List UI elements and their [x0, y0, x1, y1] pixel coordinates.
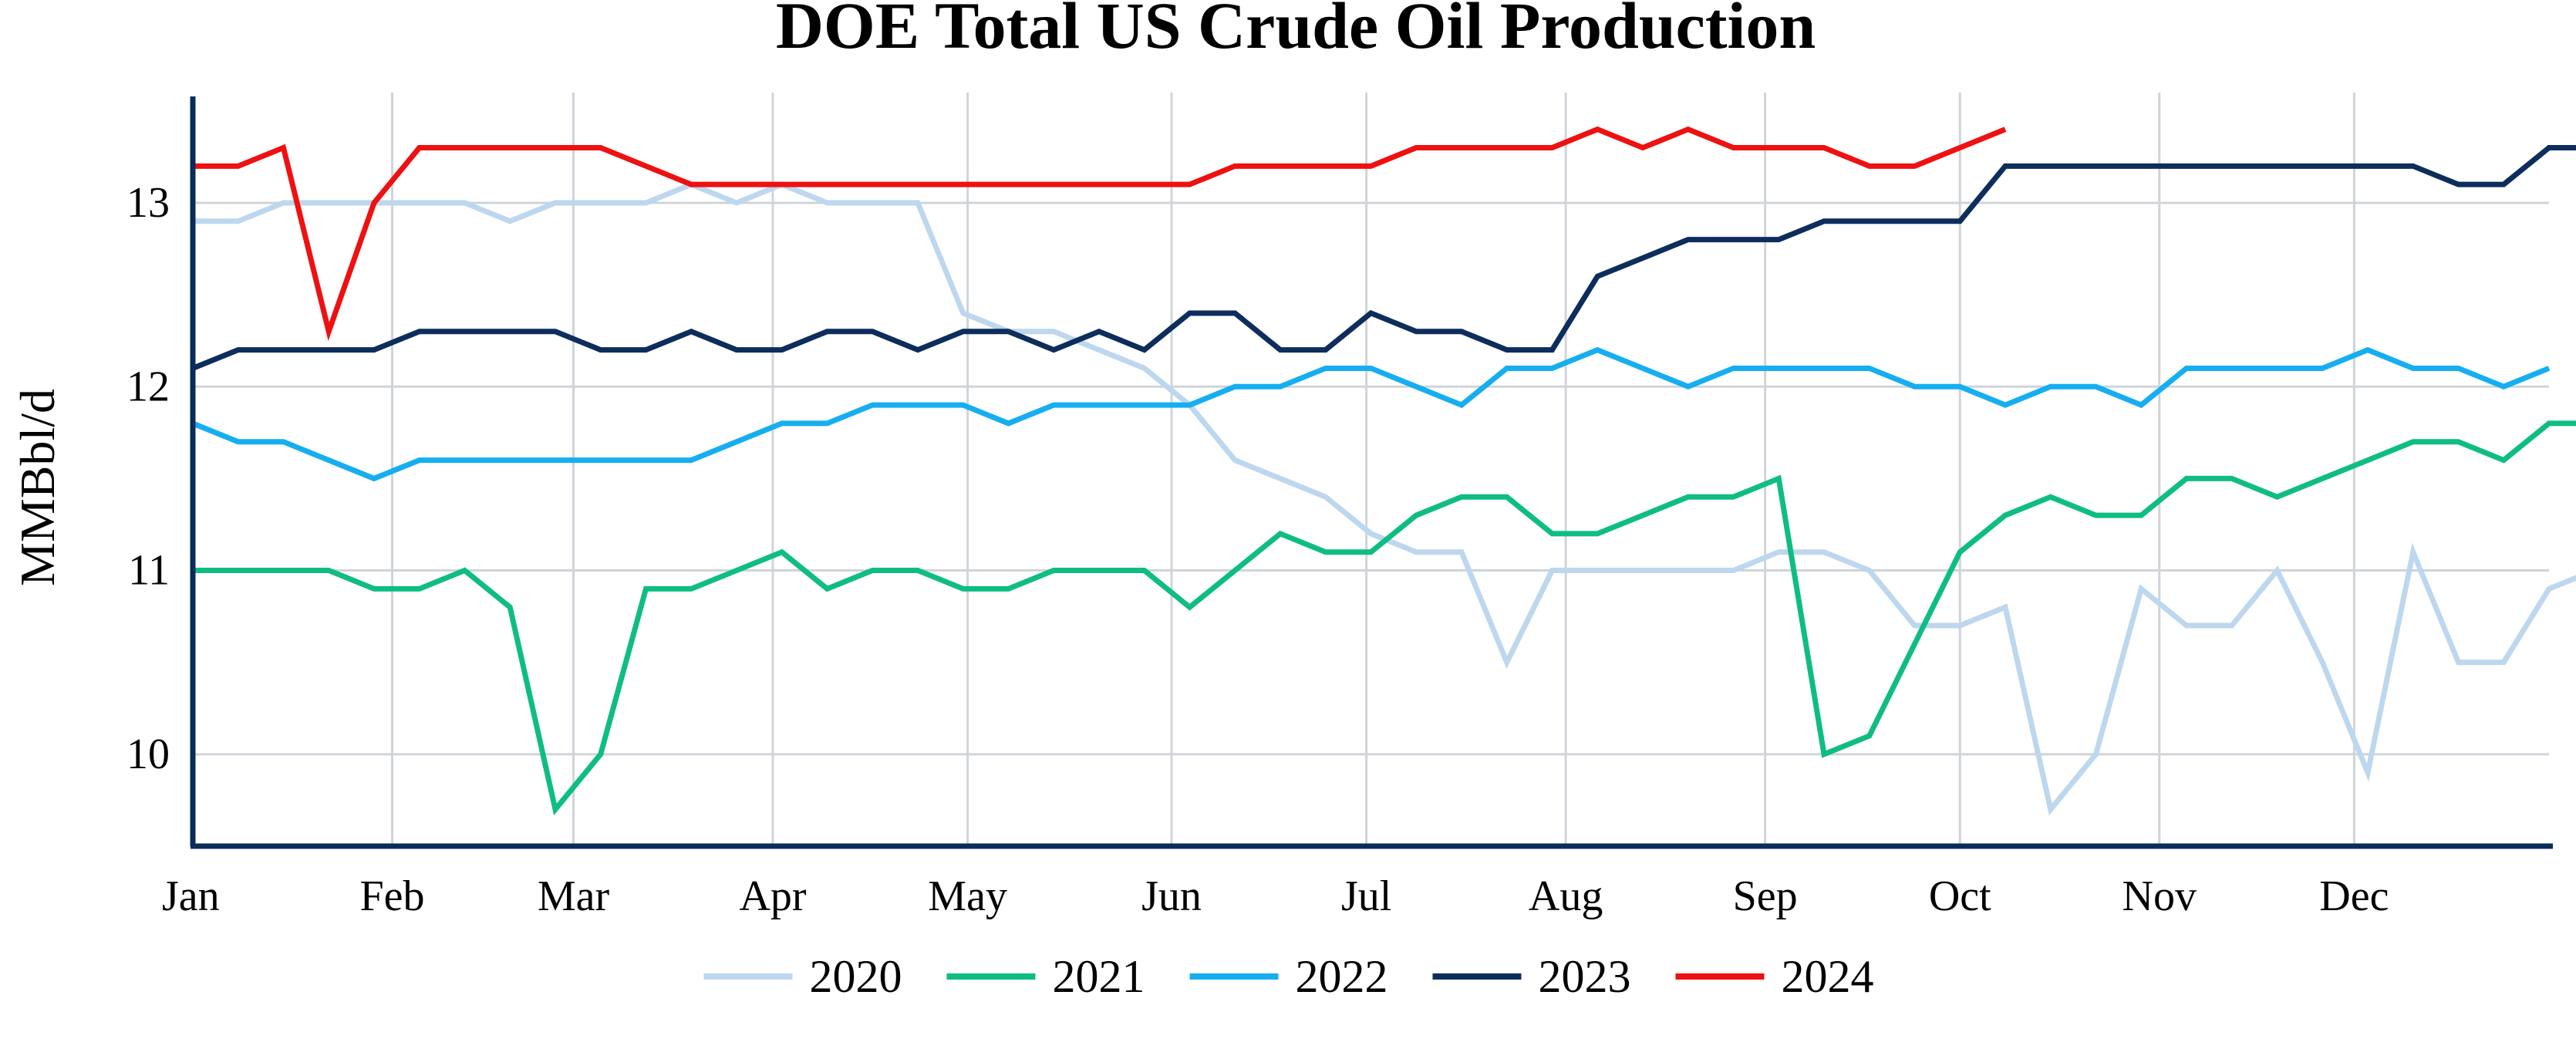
x-tick-label: Jun: [1141, 872, 1202, 920]
x-tick-label: Dec: [2319, 872, 2389, 920]
legend-label-2020: 2020: [810, 951, 902, 1002]
legend-label-2022: 2022: [1296, 951, 1388, 1002]
x-tick-label: Mar: [538, 872, 610, 920]
y-axis-label: MMBbl/d: [10, 389, 65, 586]
series-line-2023: [191, 144, 2576, 371]
tick-layer: 10 11 12 13 Jan Feb Mar Apr May Jun Jul Aug Sep Oct No…: [126, 179, 2389, 920]
grid-layer: [193, 93, 2549, 846]
legend-label-2021: 2021: [1053, 951, 1145, 1002]
x-tick-label: Feb: [360, 872, 425, 920]
x-tick-label: Oct: [1929, 872, 1991, 920]
x-tick-label: May: [928, 872, 1007, 920]
y-tick-label: 13: [126, 179, 170, 227]
series-layer: [191, 126, 2576, 816]
x-tick-label: Jan: [162, 872, 220, 920]
legend-label-2024: 2024: [1782, 951, 1874, 1002]
legend: 2020 2021 2022 2023 2024: [703, 951, 1874, 1002]
y-tick-label: 12: [126, 363, 170, 410]
y-tick-label: 10: [126, 730, 170, 778]
legend-label-2023: 2023: [1539, 951, 1631, 1002]
x-tick-label: Apr: [739, 872, 806, 920]
y-tick-label: 11: [128, 547, 170, 595]
x-tick-label: Aug: [1529, 872, 1603, 920]
series-line-2022: [191, 346, 2551, 482]
x-tick-label: Jul: [1341, 872, 1391, 920]
chart-title: DOE Total US Crude Oil Production: [776, 0, 1816, 62]
series-line-2020: [193, 181, 2576, 816]
x-tick-label: Sep: [1733, 872, 1798, 920]
axis-layer: [190, 96, 2553, 849]
series-line-2024: [193, 126, 2007, 341]
x-tick-label: Nov: [2123, 872, 2197, 920]
series-line-2021: [193, 420, 2576, 816]
